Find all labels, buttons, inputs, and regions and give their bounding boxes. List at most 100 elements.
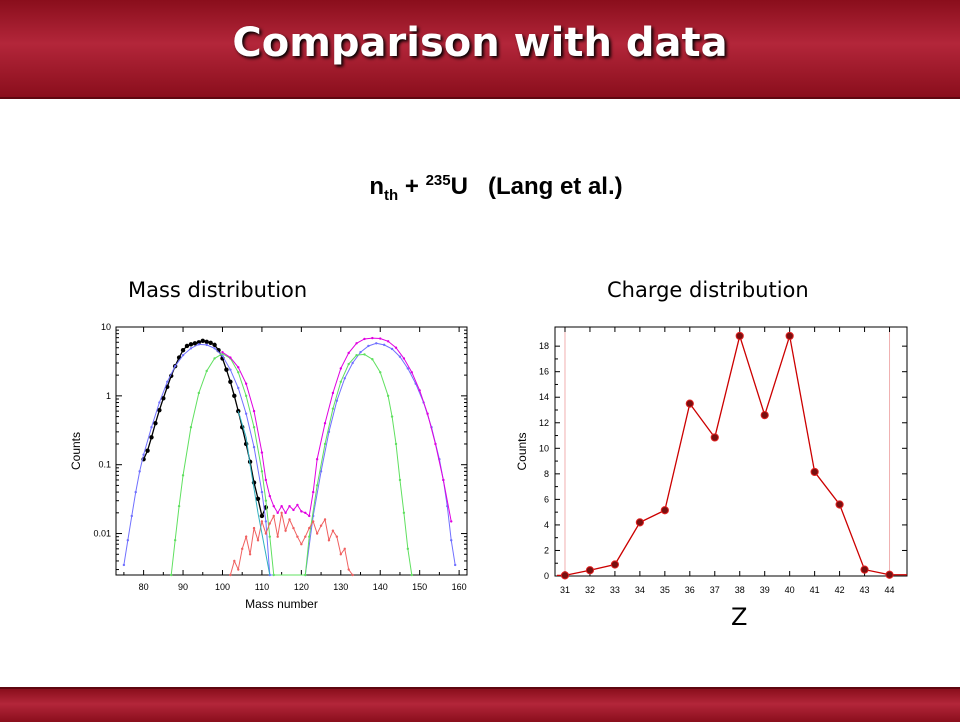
mass-data-point [284,529,287,532]
mass-x-tick-label: 80 [139,582,149,592]
mass-data-point [181,353,185,357]
mass-data-point [308,526,311,530]
mass-data-point [264,478,268,482]
mass-data-point [355,353,358,357]
mass-data-point [304,573,307,577]
mass-data-point [394,346,398,349]
charge-data-point [660,506,669,515]
charge-y-tick-label: 10 [539,443,549,453]
mass-data-point [189,347,193,350]
mass-data-point [323,422,327,425]
mass-data-point [379,337,382,340]
mass-data-point [406,367,410,370]
mass-data-point [410,371,413,374]
mass-data-point [280,511,283,515]
mass-data-point [241,547,244,551]
mass-data-point [343,377,346,380]
mass-data-point [244,382,248,385]
mass-data-point [304,511,307,515]
mass-data-point [347,362,350,366]
mass-data-point [260,470,264,473]
reaction-reference: (Lang et al.) [487,173,623,200]
mass-data-point [426,412,429,415]
mass-data-point [229,368,232,371]
mass-data-point [255,496,261,501]
charge-data-point [560,571,570,580]
mass-data-point [252,445,256,449]
mass-data-point [149,435,154,440]
reaction-plus: + [404,173,419,200]
mass-data-point [260,451,264,454]
charge-data-point [785,331,794,341]
charge-data-point [610,560,620,569]
mass-x-axis-label: Mass number [245,597,318,611]
mass-data-point [130,514,133,518]
charge-x-tick-label: 37 [710,585,720,595]
mass-data-point [280,504,283,508]
mass-data-point [315,532,319,535]
charge-data-point [760,411,769,420]
charge-plot-frame [554,326,908,577]
mass-data-point [331,391,335,395]
mass-x-tick-label: 150 [412,582,427,592]
mass-data-point [244,412,248,415]
mass-data-point [153,421,158,426]
mass-y-tick-label: 0.01 [93,529,111,539]
mass-data-point [244,535,248,538]
mass-data-point [347,568,350,571]
mass-x-tick-label: 160 [452,582,467,592]
mass-data-point [292,526,295,530]
mass-data-point [323,518,327,521]
mass-data-point [406,547,410,551]
mass-x-tick-label: 130 [333,582,348,592]
mass-data-point [276,511,279,515]
mass-data-point [292,508,295,512]
charge-x-tick-label: 44 [885,585,895,595]
mass-data-point [213,347,216,350]
mass-data-point [319,470,323,473]
mass-data-point [394,442,398,446]
mass-data-point [398,355,402,358]
mass-data-point [260,490,264,494]
charge-data-point [860,565,869,574]
mass-data-point [386,394,390,398]
mass-data-point [296,503,299,507]
mass-data-point [315,484,319,487]
mass-data-point [122,563,126,567]
mass-data-point [450,520,453,523]
mass-data-point [319,524,323,527]
mass-data-point [212,342,217,348]
mass-data-point [371,358,374,361]
charge-x-tick-label: 40 [785,585,795,595]
mass-y-tick-label: 0.1 [98,460,111,470]
charge-x-axis-label: Z [731,603,748,631]
mass-data-point [379,371,382,374]
mass-data-point [272,514,275,518]
mass-data-point [134,490,137,494]
charge-x-tick-label: 38 [735,585,745,595]
mass-series-line-4 [229,512,354,576]
mass-data-point [173,539,177,542]
mass-data-point [229,356,232,359]
mass-data-point [304,535,307,538]
mass-data-point [233,559,236,563]
mass-data-point [347,351,350,355]
mass-data-point [375,342,378,345]
mass-x-tick-label: 140 [373,582,388,592]
mass-data-point [339,553,342,556]
mass-data-point [221,351,224,354]
mass-data-point [386,340,390,343]
mass-data-point [410,573,413,577]
mass-data-point [268,535,272,538]
mass-data-point [173,364,177,368]
mass-data-point [252,426,256,429]
mass-data-point [205,369,208,373]
reaction-element: U [450,173,468,200]
mass-data-point [256,539,260,542]
mass-data-point [237,568,240,571]
mass-data-point [402,511,406,515]
mass-data-point [188,342,194,347]
mass-data-point [371,336,374,340]
reaction-particle: n [369,173,385,200]
